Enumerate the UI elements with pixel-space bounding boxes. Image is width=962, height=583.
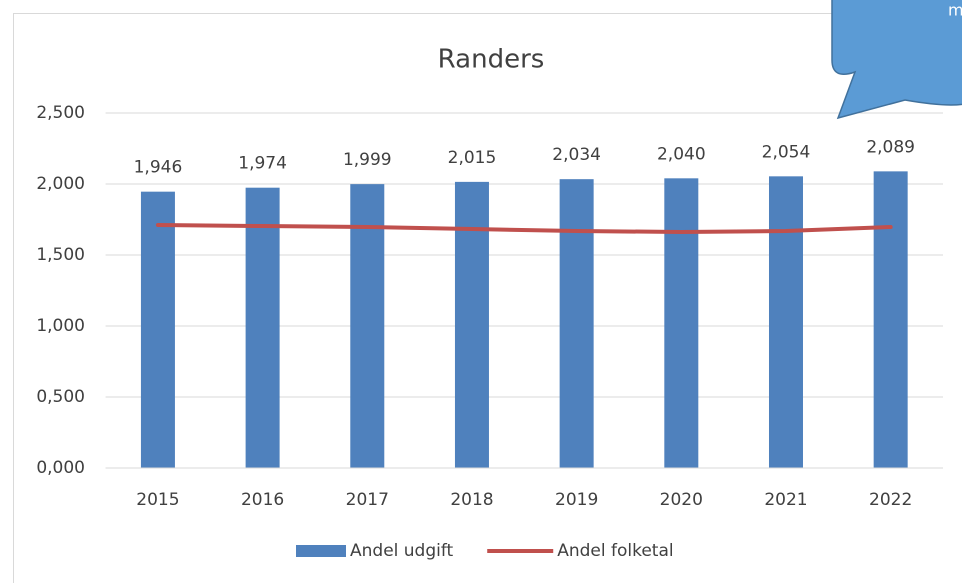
callout-text: me — [948, 1, 962, 20]
y-tick-label: 0,000 — [36, 458, 85, 478]
line — [155, 223, 893, 234]
chart-title: Randers — [438, 45, 545, 75]
data-label: 2,089 — [866, 137, 915, 157]
speech-bubble — [831, 0, 962, 120]
data-label: 2,040 — [657, 144, 706, 164]
x-tick-label: 2021 — [764, 490, 807, 510]
legend-label: Andel udgift — [350, 541, 454, 561]
x-tick-label: 2017 — [346, 490, 389, 510]
y-tick-label: 2,000 — [36, 174, 85, 194]
bar — [140, 191, 175, 468]
x-tick-label: 2015 — [136, 490, 179, 510]
data-label: 2,034 — [552, 145, 601, 165]
callout: me — [831, 0, 962, 120]
y-tick-label: 2,500 — [36, 103, 85, 123]
data-label: 2,054 — [762, 142, 811, 162]
x-tick-label: 2018 — [450, 490, 493, 510]
data-label: 1,999 — [343, 150, 392, 170]
y-tick-label: 1,000 — [36, 316, 85, 336]
bar — [454, 181, 489, 468]
bar — [768, 176, 803, 468]
x-tick-label: 2020 — [660, 490, 703, 510]
x-tick-label: 2019 — [555, 490, 598, 510]
legend-swatch — [296, 545, 346, 557]
bar — [245, 187, 280, 468]
bar — [873, 171, 908, 468]
legend-label: Andel folketal — [557, 541, 673, 561]
plot-area: 0,000 0,500 1,000 1,500 2,000 2,500 2015 2016 20… — [36, 103, 943, 561]
y-tick-label: 0,500 — [36, 387, 85, 407]
data-label: 1,974 — [238, 154, 287, 174]
bar — [350, 184, 385, 468]
data-label: 1,946 — [134, 158, 183, 178]
x-tick-label: 2022 — [869, 490, 912, 510]
data-label: 2,015 — [448, 148, 497, 168]
bar — [664, 178, 699, 468]
x-tick-label: 2016 — [241, 490, 284, 510]
y-tick-label: 1,500 — [36, 245, 85, 265]
bar — [559, 179, 594, 468]
